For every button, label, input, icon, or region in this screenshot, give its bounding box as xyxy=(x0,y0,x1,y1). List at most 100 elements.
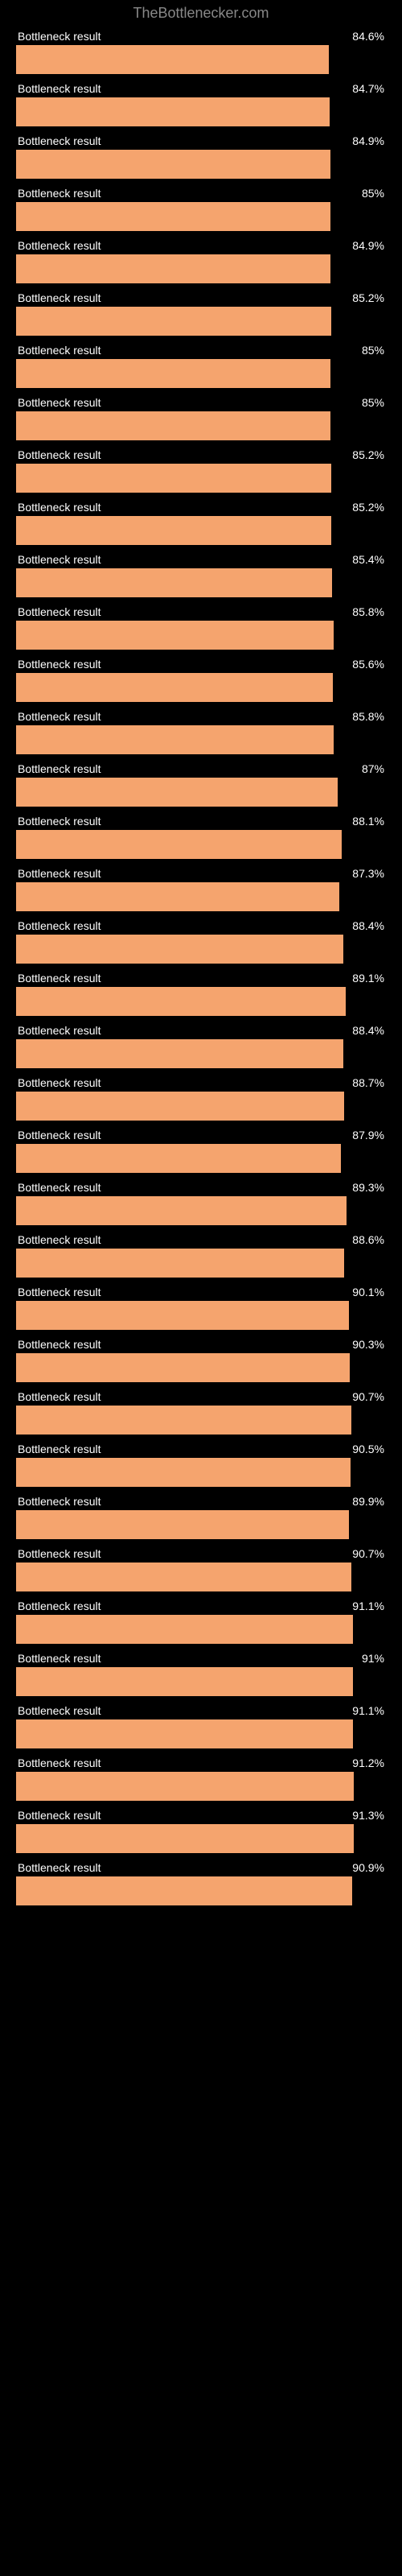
result-percentage: 90.9% xyxy=(352,1861,384,1874)
result-percentage: 84.6% xyxy=(352,30,384,43)
result-label-row: Bottleneck result 89.1% xyxy=(16,972,386,985)
result-percentage: 85% xyxy=(362,187,384,200)
bar-container xyxy=(16,359,386,388)
result-percentage: 85.2% xyxy=(352,448,384,461)
result-label-row: Bottleneck result90.3% xyxy=(16,1338,386,1351)
result-row: Bottleneck result87.9% xyxy=(16,1129,386,1173)
bar-fill xyxy=(16,464,331,493)
bar-fill xyxy=(16,307,331,336)
result-label: Bottleneck result xyxy=(18,553,101,566)
result-label-row: Bottleneck result91.3% xyxy=(16,1809,386,1822)
result-row: Bottleneck result90.9% xyxy=(16,1861,386,1905)
result-label: Bottleneck result xyxy=(18,501,101,514)
result-row: Bottleneck result88.1% xyxy=(16,815,386,859)
result-label: Bottleneck result xyxy=(18,1495,101,1508)
bar-fill xyxy=(16,1249,344,1278)
bar-fill xyxy=(16,935,343,964)
result-row: Bottleneck result91.1% xyxy=(16,1704,386,1748)
result-row: Bottleneck result90.7% xyxy=(16,1390,386,1435)
result-percentage: 85.2% xyxy=(352,291,384,304)
result-label-row: Bottleneck result91.1% xyxy=(16,1704,386,1717)
result-label: Bottleneck result xyxy=(18,972,101,985)
bar-container xyxy=(16,673,386,702)
result-label-row: Bottleneck result85.6% xyxy=(16,658,386,671)
bar-fill xyxy=(16,1615,353,1644)
result-percentage: 89.1% xyxy=(352,972,384,985)
bar-container xyxy=(16,621,386,650)
result-label: Bottleneck result xyxy=(18,1338,101,1351)
result-label: Bottleneck result xyxy=(18,396,101,409)
bar-fill xyxy=(16,1510,349,1539)
result-label-row: Bottleneck result88.6% xyxy=(16,1233,386,1246)
bar-container xyxy=(16,307,386,336)
bar-fill xyxy=(16,1092,344,1121)
bar-container xyxy=(16,1667,386,1696)
bar-fill xyxy=(16,150,330,179)
result-row: Bottleneck result89.3% xyxy=(16,1181,386,1225)
result-row: Bottleneck result87.3% xyxy=(16,867,386,911)
bar-container xyxy=(16,1406,386,1435)
result-label: Bottleneck result xyxy=(18,239,101,252)
bar-container xyxy=(16,1039,386,1068)
result-label: Bottleneck result xyxy=(18,1547,101,1560)
result-label-row: Bottleneck result85% xyxy=(16,187,386,200)
bar-container xyxy=(16,1719,386,1748)
result-label: Bottleneck result xyxy=(18,605,101,618)
result-row: Bottleneck result 88.7% xyxy=(16,1076,386,1121)
result-label-row: Bottleneck result85.2% xyxy=(16,291,386,304)
result-label: Bottleneck result xyxy=(18,815,101,828)
result-percentage: 91.1% xyxy=(352,1600,384,1612)
bar-container xyxy=(16,882,386,911)
bar-fill xyxy=(16,882,339,911)
result-label: Bottleneck result xyxy=(18,1390,101,1403)
bar-container xyxy=(16,516,386,545)
bar-container xyxy=(16,1301,386,1330)
result-label-row: Bottleneck result85.8% xyxy=(16,710,386,723)
bar-fill xyxy=(16,1353,350,1382)
result-label-row: Bottleneck result85.2% xyxy=(16,448,386,461)
result-row: Bottleneck result91.2% xyxy=(16,1757,386,1801)
result-row: Bottleneck result85% xyxy=(16,396,386,440)
result-label: Bottleneck result xyxy=(18,30,101,43)
bar-container xyxy=(16,97,386,126)
result-label-row: Bottleneck result91.1% xyxy=(16,1600,386,1612)
bar-container xyxy=(16,1563,386,1591)
result-percentage: 91% xyxy=(362,1652,384,1665)
bar-container xyxy=(16,1510,386,1539)
result-label: Bottleneck result xyxy=(18,82,101,95)
result-percentage: 88.4% xyxy=(352,919,384,932)
result-row: Bottleneck result90.5% xyxy=(16,1443,386,1487)
result-percentage: 85.8% xyxy=(352,605,384,618)
bar-container xyxy=(16,568,386,597)
bar-container xyxy=(16,1196,386,1225)
bar-container xyxy=(16,830,386,859)
result-row: Bottleneck result85.4% xyxy=(16,553,386,597)
bar-fill xyxy=(16,411,330,440)
result-label: Bottleneck result xyxy=(18,1129,101,1141)
result-percentage: 88.7% xyxy=(352,1076,384,1089)
bar-fill xyxy=(16,45,329,74)
result-label-row: Bottleneck result90.1% xyxy=(16,1286,386,1298)
bar-fill xyxy=(16,516,331,545)
result-percentage: 85.8% xyxy=(352,710,384,723)
result-row: Bottleneck result90.1% xyxy=(16,1286,386,1330)
result-label-row: Bottleneck result 88.7% xyxy=(16,1076,386,1089)
result-label: Bottleneck result xyxy=(18,1076,101,1089)
result-label: Bottleneck result xyxy=(18,658,101,671)
bar-fill xyxy=(16,1406,351,1435)
result-percentage: 91.2% xyxy=(352,1757,384,1769)
bar-container xyxy=(16,1876,386,1905)
bar-fill xyxy=(16,725,334,754)
result-label: Bottleneck result xyxy=(18,1809,101,1822)
result-label-row: Bottleneck result85.2% xyxy=(16,501,386,514)
result-label-row: Bottleneck result88.1% xyxy=(16,815,386,828)
result-label-row: Bottleneck result90.7% xyxy=(16,1547,386,1560)
result-label-row: Bottleneck result88.4% xyxy=(16,919,386,932)
result-row: Bottleneck result85.2% xyxy=(16,291,386,336)
result-label-row: Bottleneck result89.3% xyxy=(16,1181,386,1194)
bar-fill xyxy=(16,359,330,388)
bar-fill xyxy=(16,1458,351,1487)
result-row: Bottleneck result85% xyxy=(16,187,386,231)
result-label-row: Bottleneck result91% xyxy=(16,1652,386,1665)
result-label: Bottleneck result xyxy=(18,1181,101,1194)
